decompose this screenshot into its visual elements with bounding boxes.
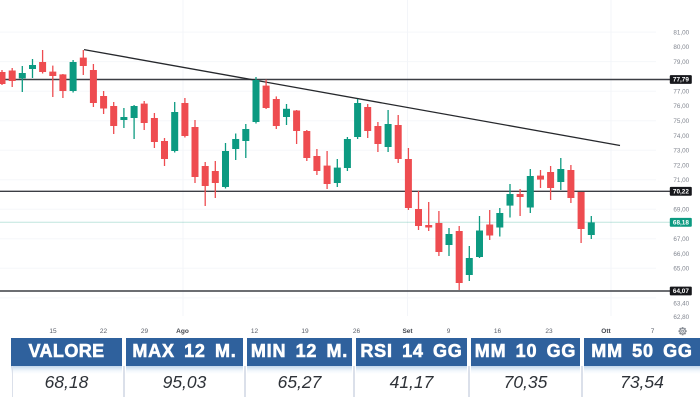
svg-text:29: 29 (141, 328, 149, 335)
svg-text:79,00: 79,00 (673, 59, 689, 66)
svg-text:9: 9 (447, 328, 451, 335)
svg-text:69,00: 69,00 (673, 207, 689, 214)
svg-text:67,00: 67,00 (673, 236, 689, 243)
svg-text:16: 16 (494, 328, 502, 335)
svg-text:64,07: 64,07 (673, 288, 689, 295)
svg-text:Ago: Ago (176, 328, 189, 335)
svg-text:77,00: 77,00 (673, 89, 689, 96)
svg-text:80,00: 80,00 (673, 44, 689, 51)
svg-text:74,00: 74,00 (673, 133, 689, 140)
svg-text:63,40: 63,40 (673, 300, 689, 307)
svg-text:19: 19 (301, 328, 309, 335)
svg-text:22: 22 (100, 328, 108, 335)
svg-text:66,00: 66,00 (673, 251, 689, 258)
svg-text:Ott: Ott (601, 328, 611, 335)
svg-text:15: 15 (49, 328, 57, 335)
svg-text:68,18: 68,18 (673, 220, 689, 227)
svg-text:7: 7 (651, 328, 655, 335)
svg-text:73,00: 73,00 (673, 148, 689, 155)
svg-text:Set: Set (402, 328, 413, 335)
svg-text:77,79: 77,79 (673, 77, 689, 84)
svg-text:62,80: 62,80 (673, 314, 689, 321)
svg-text:75,00: 75,00 (673, 118, 689, 125)
svg-text:70,22: 70,22 (673, 189, 689, 196)
svg-text:76,00: 76,00 (673, 103, 689, 110)
svg-text:26: 26 (353, 328, 361, 335)
svg-text:72,00: 72,00 (673, 162, 689, 169)
svg-text:65,00: 65,00 (673, 266, 689, 273)
svg-text:71,00: 71,00 (673, 177, 689, 184)
svg-text:12: 12 (251, 328, 259, 335)
svg-text:81,00: 81,00 (673, 29, 689, 36)
svg-text:23: 23 (545, 328, 553, 335)
